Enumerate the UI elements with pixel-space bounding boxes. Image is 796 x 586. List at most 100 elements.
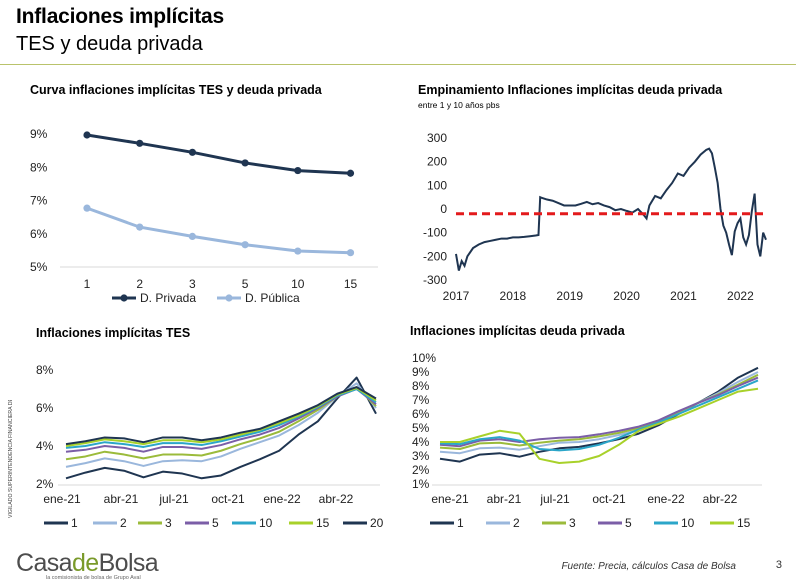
- chart4-x-tick: abr-22: [703, 492, 738, 506]
- chart1-title: Curva inflaciones implícitas TES y deuda…: [30, 83, 322, 97]
- chart2-y-tick: -100: [423, 226, 447, 240]
- chart3-y-tick: 4%: [36, 439, 54, 453]
- chart3-legend-label: 3: [165, 516, 172, 530]
- page-subtitle: TES y deuda privada: [16, 33, 203, 55]
- chart3-x-tick: abr-22: [319, 492, 354, 506]
- vigilado-text: VIGILADO SUPERINTENDENCIA FINANCIERA DE …: [8, 400, 14, 518]
- chart1-point: [136, 223, 144, 231]
- chart4-y-tick: 6%: [412, 407, 430, 421]
- chart1-point: [346, 249, 355, 257]
- chart4-series-line: [440, 387, 759, 464]
- chart1-point: [294, 166, 302, 175]
- chart3-series-line: [65, 386, 377, 461]
- chart2-subtitle: entre 1 y 10 años pbs: [418, 100, 500, 110]
- chart4-title: Inflaciones implícitas deuda privada: [410, 324, 625, 338]
- chart4-legend-label: 10: [681, 516, 695, 530]
- page-title: Inflaciones implícitas: [16, 5, 224, 28]
- chart3-legend-label: 5: [212, 516, 219, 530]
- chart2-title: Empinamiento Inflaciones implícitas deud…: [418, 83, 723, 97]
- chart3-x-tick: oct-21: [211, 492, 245, 506]
- chart3-series-line: [65, 382, 377, 468]
- chart1-point: [294, 247, 302, 255]
- chart3-legend-label: 2: [120, 516, 127, 530]
- chart2-x-tick: 2017: [443, 289, 470, 303]
- chart4-legend-label: 3: [569, 516, 576, 530]
- chart4-x-tick: jul-21: [539, 492, 570, 506]
- chart3-tes: 8% 6% 4% 2%ene-21 abr-21 jul-21 oct-21 ene-22 ab…: [36, 363, 384, 530]
- chart1-point: [346, 169, 355, 177]
- chart1-y-tick: 9%: [30, 127, 48, 141]
- chart4-y-tick: 7%: [412, 393, 430, 407]
- chart1-point: [188, 148, 196, 156]
- header-divider: [0, 64, 796, 65]
- chart1-point: [241, 241, 249, 249]
- chart3-y-tick: 6%: [36, 401, 54, 415]
- chart2-x-tick: 2022: [727, 289, 754, 303]
- chart3-legend-label: 20: [370, 516, 384, 530]
- chart2-x-tick: 2019: [556, 289, 583, 303]
- logo-part-de: de: [71, 549, 99, 577]
- chart4-y-tick: 5%: [412, 421, 430, 435]
- chart3-x-tick: abr-21: [104, 492, 139, 506]
- chart2-y-tick: 0: [440, 202, 447, 216]
- chart4-x-tick: abr-21: [487, 492, 522, 506]
- chart4-y-tick: 10%: [412, 351, 436, 365]
- chart2-x-tick: 2018: [500, 289, 527, 303]
- chart2-y-tick: 300: [427, 131, 447, 145]
- chart3-x-tick: ene-22: [263, 492, 301, 506]
- chart1-curva: 5% 6% 7% 8% 9% 1 2 3 5 10 15 D. Privada D. Pública: [30, 127, 378, 305]
- chart1-legend-label: D. Privada: [140, 291, 196, 305]
- page-number: 3: [775, 559, 782, 571]
- chart1-point: [241, 159, 249, 167]
- chart2-empinamiento: 300 200 100 0 -100 -200 -300 2017 2018 2019 2020 20…: [423, 131, 767, 303]
- chart1-point: [83, 204, 91, 212]
- chart1-point: [188, 232, 196, 241]
- chart4-y-tick: 2%: [412, 463, 430, 477]
- chart1-x-tick: 2: [136, 277, 143, 291]
- chart1-series-line: [86, 133, 351, 175]
- chart4-deuda-privada: 10%9%8%7%6%5%4%3%2%1%ene-21 abr-21 jul-21 o…: [412, 351, 762, 530]
- chart2-y-tick: 200: [427, 155, 447, 169]
- vigilado-strip: VIGILADO SUPERINTENDENCIA FINANCIERA DE …: [8, 400, 14, 518]
- chart4-x-tick: ene-21: [431, 492, 469, 506]
- chart4-y-tick: 1%: [412, 477, 430, 491]
- chart3-legend-label: 10: [259, 516, 273, 530]
- chart1-x-tick: 3: [189, 277, 196, 291]
- chart4-legend-label: 2: [513, 516, 520, 530]
- chart1-point: [83, 131, 91, 139]
- chart1-y-tick: 7%: [30, 194, 48, 208]
- chart3-x-tick: jul-21: [158, 492, 189, 506]
- chart4-y-tick: 8%: [412, 379, 430, 393]
- chart4-y-tick: 4%: [412, 435, 430, 449]
- chart1-legend-marker: [225, 294, 233, 302]
- casadebolsa-logo: CasadeBolsa: [16, 549, 159, 578]
- logo-part-casa: Casa: [16, 549, 73, 577]
- chart3-y-tick: 8%: [36, 363, 54, 377]
- chart4-series-line: [439, 379, 759, 452]
- chart1-series-line: [86, 206, 351, 255]
- chart1-legend-marker: [120, 294, 128, 302]
- chart4-x-tick: oct-21: [592, 492, 626, 506]
- chart4-legend-label: 5: [625, 516, 632, 530]
- chart1-y-tick: 8%: [30, 160, 48, 174]
- chart2-y-tick: -200: [423, 249, 447, 263]
- chart1-point: [136, 139, 144, 147]
- chart3-title: Inflaciones implícitas TES: [36, 326, 191, 340]
- chart1-x-tick: 15: [344, 277, 358, 291]
- chart1-x-tick: 5: [242, 277, 249, 291]
- chart1-y-tick: 6%: [30, 227, 48, 241]
- logo-tagline: la comisionista de bolsa de Grupo Aval: [46, 575, 141, 581]
- chart2-x-tick: 2021: [670, 289, 697, 303]
- chart4-x-tick: ene-22: [647, 492, 685, 506]
- chart2-x-tick: 2020: [613, 289, 640, 303]
- chart4-legend-label: 1: [457, 516, 464, 530]
- chart3-series-line: [65, 386, 377, 446]
- chart4-y-tick: 3%: [412, 449, 430, 463]
- chart4-series-line: [439, 376, 759, 448]
- logo-part-bolsa: Bolsa: [98, 549, 159, 577]
- chart1-x-tick: 10: [291, 277, 305, 291]
- chart1-x-tick: 1: [84, 277, 91, 291]
- chart3-legend-label: 1: [71, 516, 78, 530]
- chart1-y-tick: 5%: [30, 260, 48, 274]
- chart3-series-line: [65, 376, 377, 480]
